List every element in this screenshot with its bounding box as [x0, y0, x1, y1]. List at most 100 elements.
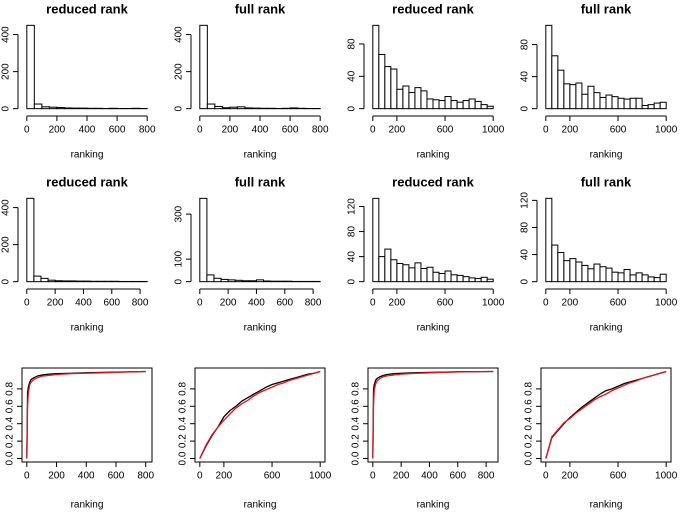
x-tick-label: 0	[370, 125, 376, 136]
histogram-bar	[241, 280, 250, 283]
histogram-bar	[599, 96, 607, 110]
x-tick-label: 0	[197, 125, 203, 136]
y-tick-label: 120	[347, 198, 358, 215]
histogram-bar	[575, 82, 583, 110]
histogram-bar	[420, 268, 428, 283]
y-tick-label: 80	[347, 226, 358, 238]
y-tick-label: 0.6	[5, 399, 16, 413]
ecdf-line	[26, 370, 146, 459]
panel-title: full rank	[581, 174, 632, 189]
histogram-bar	[251, 107, 261, 110]
y-tick-label: 0.8	[5, 382, 16, 396]
y-tick-label: 300	[174, 205, 185, 222]
histogram-bar	[569, 84, 577, 110]
histogram-bar	[199, 24, 208, 110]
histogram-bar	[635, 97, 643, 110]
y-tick-label: 0	[520, 105, 531, 111]
x-tick-label: 1000	[482, 125, 505, 136]
histogram-bar	[581, 264, 589, 283]
histogram-bar	[659, 273, 667, 283]
histogram-bar	[468, 277, 476, 283]
histogram-bar	[575, 261, 583, 283]
x-axis-label: ranking	[244, 323, 277, 334]
x-tick-label: 200	[220, 298, 237, 309]
histogram-bar	[414, 262, 422, 283]
histogram-bar	[629, 274, 637, 283]
x-tick-label: 600	[103, 298, 120, 309]
histogram-bar	[647, 276, 655, 283]
x-tick-label: 600	[437, 125, 454, 136]
x-tick-label: 600	[108, 471, 125, 482]
y-tick-label: 100	[174, 250, 185, 267]
histogram-bar	[462, 100, 470, 110]
histogram-bar	[71, 107, 80, 110]
x-axis-label: ranking	[71, 500, 104, 511]
y-tick-label: 0.8	[178, 382, 189, 396]
histogram-bar	[599, 266, 607, 283]
histogram-bar	[372, 197, 380, 283]
y-tick-label: 0.0	[178, 451, 189, 465]
histogram-bar	[468, 98, 476, 110]
histogram-bar	[221, 107, 231, 110]
x-axis-label: ranking	[417, 323, 450, 334]
histogram-bar	[474, 100, 482, 110]
histogram-bar	[26, 24, 35, 110]
x-tick-label: 200	[49, 125, 66, 136]
x-tick-label: 200	[562, 298, 579, 309]
x-tick-label: 400	[79, 125, 96, 136]
histogram-bar	[653, 277, 661, 283]
histogram-bar	[444, 270, 452, 283]
histogram-bar	[78, 107, 88, 110]
y-tick-label: 80	[520, 221, 531, 233]
histogram-bar	[557, 252, 565, 283]
histogram-bar	[396, 88, 404, 110]
histogram-bar	[551, 55, 559, 110]
x-tick-label: 0	[24, 125, 30, 136]
y-tick-label: 0.2	[524, 434, 535, 448]
x-axis-label: ranking	[590, 150, 623, 161]
y-tick-label: 400	[174, 26, 185, 43]
histogram-bar	[40, 277, 49, 283]
x-tick-label: 0	[543, 471, 549, 482]
y-tick-label: 0	[174, 278, 185, 284]
x-axis-label: ranking	[590, 500, 623, 511]
histogram-bar	[408, 267, 416, 283]
histogram-bar	[206, 103, 216, 110]
histogram-bar	[56, 107, 65, 110]
x-tick-label: 800	[312, 125, 329, 136]
y-tick-label: 0.8	[524, 382, 535, 396]
histogram-bar	[82, 280, 92, 283]
histogram-bar	[605, 94, 613, 110]
x-tick-label: 600	[282, 125, 299, 136]
histogram-bar	[378, 256, 386, 283]
histogram-bar	[68, 280, 77, 283]
histogram-bar	[629, 97, 637, 110]
x-axis-label: ranking	[244, 150, 277, 161]
histogram-bar	[641, 104, 649, 110]
x-tick-label: 800	[137, 471, 154, 482]
histogram-bar	[563, 83, 571, 110]
y-tick-label: 40	[520, 249, 531, 261]
x-tick-label: 800	[139, 125, 156, 136]
histogram-bar	[220, 278, 229, 283]
histogram-bar	[456, 274, 464, 283]
histogram-bar	[384, 248, 392, 283]
histogram-bar	[551, 244, 559, 283]
y-tick-label: 0.2	[5, 434, 16, 448]
histogram-bar	[41, 106, 50, 110]
x-tick-label: 400	[252, 125, 269, 136]
histogram-bar	[227, 279, 236, 283]
histogram-bar	[474, 278, 482, 283]
y-tick-label: 0	[520, 278, 531, 284]
histogram-bar	[653, 102, 661, 110]
histogram-bar	[54, 280, 63, 283]
histogram-bar	[617, 272, 625, 283]
histogram-bar	[372, 24, 380, 110]
x-axis-label: ranking	[244, 500, 277, 511]
ecdf-line	[372, 370, 494, 459]
x-tick-label: 600	[449, 471, 466, 482]
histogram-bar	[33, 275, 42, 283]
histogram-bar	[659, 101, 667, 110]
y-tick-label: 200	[174, 63, 185, 80]
histogram-bar	[384, 66, 392, 110]
